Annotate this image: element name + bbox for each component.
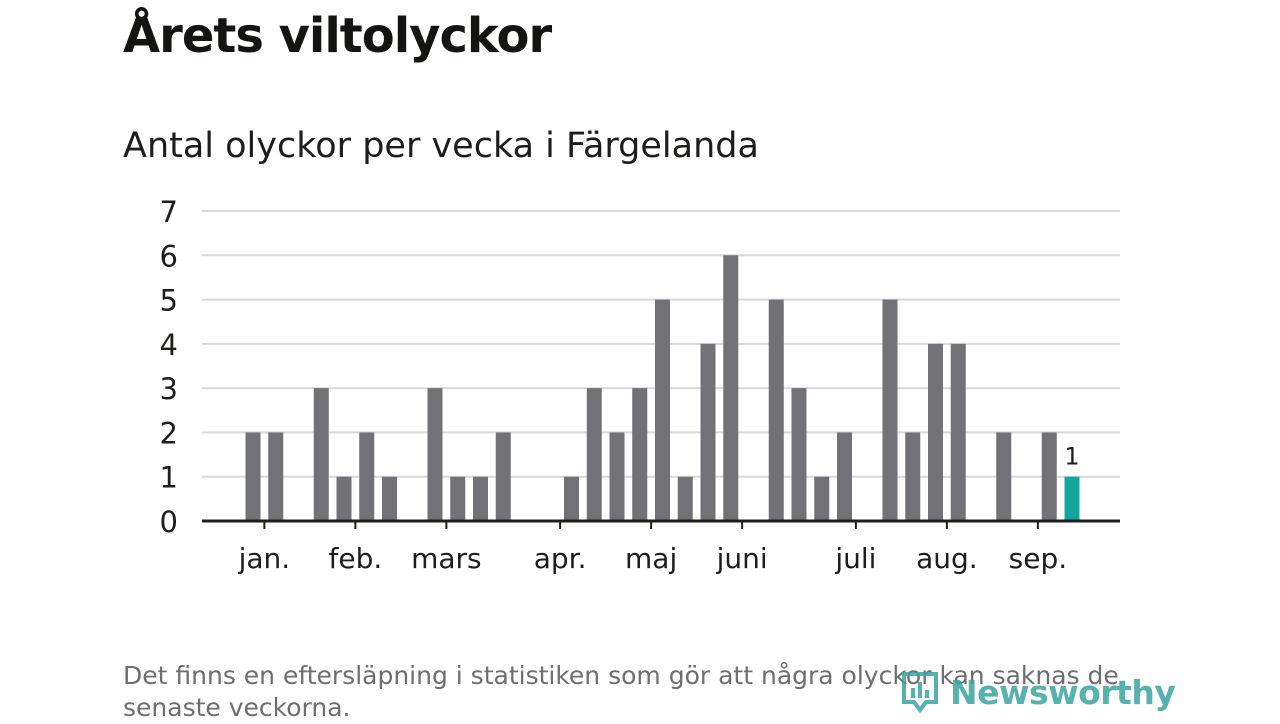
bar	[359, 432, 375, 521]
bar	[814, 476, 830, 521]
y-tick-label: 6	[160, 239, 178, 273]
y-tick-label: 3	[160, 372, 178, 406]
y-tick-label: 5	[160, 284, 178, 318]
x-tick-label: apr.	[534, 542, 587, 575]
y-tick-label: 4	[160, 328, 178, 362]
bar	[245, 432, 261, 521]
bar	[723, 255, 739, 522]
data-label: 1	[1064, 443, 1079, 471]
y-tick-label: 0	[160, 505, 178, 539]
bar	[905, 432, 921, 521]
bar	[677, 476, 693, 521]
bar	[586, 388, 602, 521]
x-tick-label: aug.	[916, 542, 978, 575]
bar	[791, 388, 807, 521]
x-tick-label: jan.	[238, 542, 291, 575]
bar	[996, 432, 1012, 521]
bar	[268, 432, 284, 521]
footnote: Det finns en eftersläpning i statistiken…	[123, 661, 1119, 722]
x-tick-label: juni	[716, 542, 768, 575]
y-tick-label: 1	[160, 461, 178, 495]
bar	[336, 476, 352, 521]
bar	[1041, 432, 1057, 521]
x-tick-label: sep.	[1009, 542, 1068, 575]
bar	[564, 476, 579, 521]
bar-highlight	[1064, 476, 1080, 521]
logo-text: Newsworthy	[950, 672, 1176, 712]
bar	[882, 299, 898, 521]
x-tick-label: juli	[834, 542, 876, 575]
bar	[837, 432, 852, 521]
bar	[632, 388, 648, 521]
bar	[382, 476, 397, 521]
x-tick-label: mars	[411, 542, 482, 575]
bar	[700, 343, 716, 521]
y-tick-label: 7	[160, 195, 178, 229]
newsworthy-logo: Newsworthy	[900, 670, 1176, 714]
bar	[313, 388, 329, 521]
bar-chart-logo-icon	[902, 672, 938, 714]
bar	[928, 343, 943, 521]
bar	[950, 343, 966, 521]
y-tick-label: 2	[160, 416, 178, 450]
x-tick-label: feb.	[328, 542, 382, 575]
bar	[609, 432, 625, 521]
x-tick-label: maj	[625, 542, 677, 575]
bar	[473, 476, 488, 521]
bar	[450, 476, 466, 521]
bar	[427, 388, 443, 521]
bar	[495, 432, 511, 521]
chart-title: Årets viltolyckor	[123, 8, 552, 64]
bar	[655, 299, 670, 521]
chart-subtitle: Antal olyckor per vecka i Färgelanda	[123, 126, 759, 166]
bar	[768, 299, 784, 521]
